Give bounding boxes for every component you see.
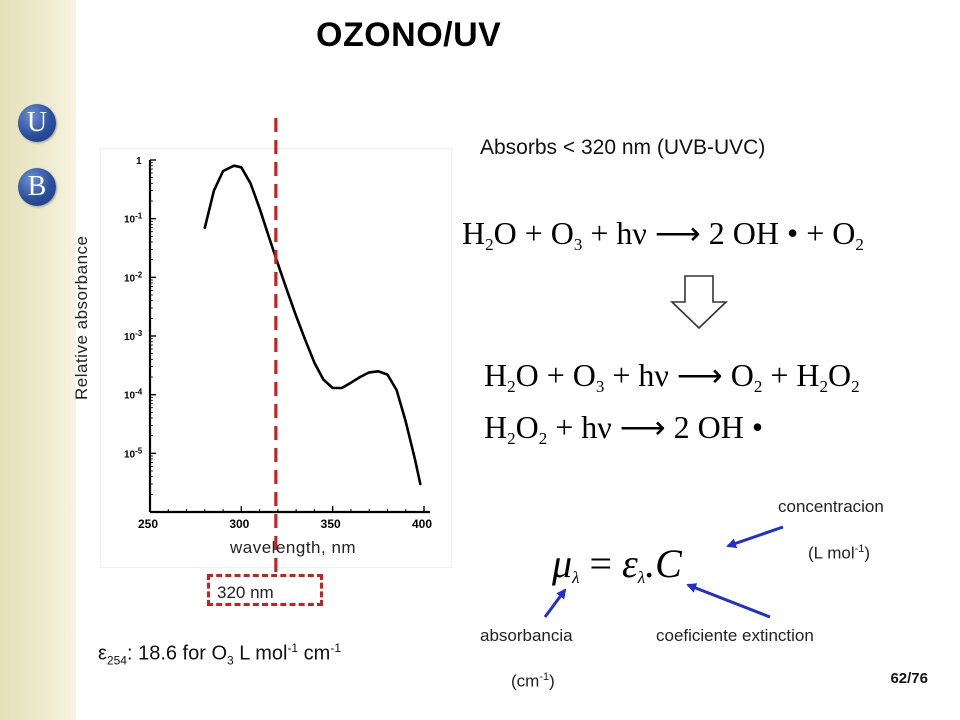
conc-unit-sup: -1 — [854, 543, 865, 555]
epsilon-sup2: -1 — [330, 641, 341, 655]
epsilon-unit2: cm — [298, 642, 331, 665]
eq3-part: H — [484, 409, 508, 445]
x-tick-label: 250 — [138, 517, 158, 531]
formula-equals: = — [579, 541, 623, 586]
eq2-sub: 2 — [753, 377, 763, 396]
epsilon-symbol: ε — [98, 642, 107, 665]
formula-mu: μ — [552, 541, 573, 586]
logo-letter-b: B — [18, 168, 56, 206]
equation-2: H2O + O3 + hν ⟶ O2 + H2O2 — [484, 356, 860, 397]
eq1-sub: 2 — [485, 235, 494, 254]
wavelength-marker-label: 320 nm — [217, 583, 274, 602]
label-concentracion: concentracion — [778, 497, 884, 516]
x-tick-label: 300 — [229, 517, 249, 531]
conc-unit-text: (L mol — [808, 543, 855, 563]
epsilon-o3-sub: 3 — [227, 653, 234, 668]
eq2-sub: 3 — [595, 377, 605, 396]
eq2-part: O — [828, 357, 852, 393]
arrow-to-extinction — [686, 583, 771, 619]
slide-title: OZONO/UV — [316, 16, 502, 54]
label-absorbancia: absorbancia — [480, 626, 573, 645]
eq1-part: O + O — [493, 215, 574, 251]
x-tick-label: 350 — [321, 517, 341, 531]
eq1-sub: 2 — [855, 235, 864, 254]
formula-eps: ε — [622, 541, 638, 586]
eq2-part: + hν ⟶ O — [604, 357, 754, 393]
chart-x-label: wavelength, nm — [230, 538, 357, 557]
equation-1: H2O + O3 + hν ⟶ 2 OH • + O2 — [462, 214, 864, 255]
sidebar: U B — [0, 0, 76, 720]
equation-3: H2O2 + hν ⟶ 2 OH • — [484, 408, 763, 449]
attenuation-formula: μλ = ελ.C — [552, 540, 682, 588]
formula-tail: .C — [645, 541, 682, 586]
eq2-part: H — [484, 357, 508, 393]
page-number: 62/76 — [890, 670, 928, 687]
conc-unit-end: ) — [864, 543, 871, 563]
arrow-to-concentration — [726, 525, 784, 549]
eq2-sub: 2 — [507, 377, 516, 396]
eq3-sub: 2 — [507, 429, 516, 448]
chart-ticks: 250 300 350 400 1 10-1 10-2 10-3 10-4 10-5 — [124, 156, 432, 531]
label-absorbancia-unit: (cm-1) — [511, 671, 555, 692]
chart-curve — [203, 164, 422, 486]
eq3-sub: 2 — [538, 429, 548, 448]
epsilon-mid: : 18.6 for O — [126, 642, 228, 665]
y-tick-label: 10-5 — [124, 446, 143, 460]
epsilon-statement: ε254: 18.6 for O3 L mol-1 cm-1 — [98, 641, 341, 668]
y-tick-label: 1 — [136, 156, 142, 167]
eq2-part: O + O — [515, 357, 596, 393]
y-tick-label: 10-1 — [124, 212, 143, 226]
abs-unit-sup: -1 — [539, 671, 550, 683]
label-coeficiente: coeficiente extinction — [656, 626, 814, 645]
abs-unit-end: ) — [549, 671, 555, 691]
absorbance-curve — [203, 164, 422, 486]
abs-unit-text: (cm — [511, 671, 540, 691]
formula-mu-sub: λ — [572, 568, 580, 587]
y-tick-label: 10-4 — [124, 388, 143, 402]
label-concentracion-unit: (L mol-1) — [808, 543, 870, 564]
eq2-part: + H — [762, 357, 820, 393]
wavelength-marker-box — [207, 574, 323, 606]
x-tick-label: 400 — [412, 517, 432, 531]
eq3-part: + hν ⟶ 2 OH • — [547, 409, 764, 445]
eq3-part: O — [515, 409, 539, 445]
logo-letter-u: U — [18, 104, 56, 142]
eq1-part: H — [462, 215, 486, 251]
eq2-sub: 2 — [819, 377, 829, 396]
epsilon-sub: 254 — [106, 653, 127, 668]
absorbs-statement: Absorbs < 320 nm (UVB-UVC) — [480, 136, 766, 159]
eq1-sub: 3 — [573, 235, 583, 254]
formula-eps-sub: λ — [637, 568, 646, 587]
eq2-sub: 2 — [851, 377, 860, 396]
y-tick-label: 10-3 — [124, 329, 143, 343]
arrow-to-absorbance — [543, 588, 567, 618]
epsilon-unit: L mol — [233, 642, 288, 665]
epsilon-sup1: -1 — [287, 641, 299, 655]
eq1-part: + hν ⟶ 2 OH • + O — [582, 215, 856, 251]
y-tick-label: 10-2 — [124, 270, 143, 284]
